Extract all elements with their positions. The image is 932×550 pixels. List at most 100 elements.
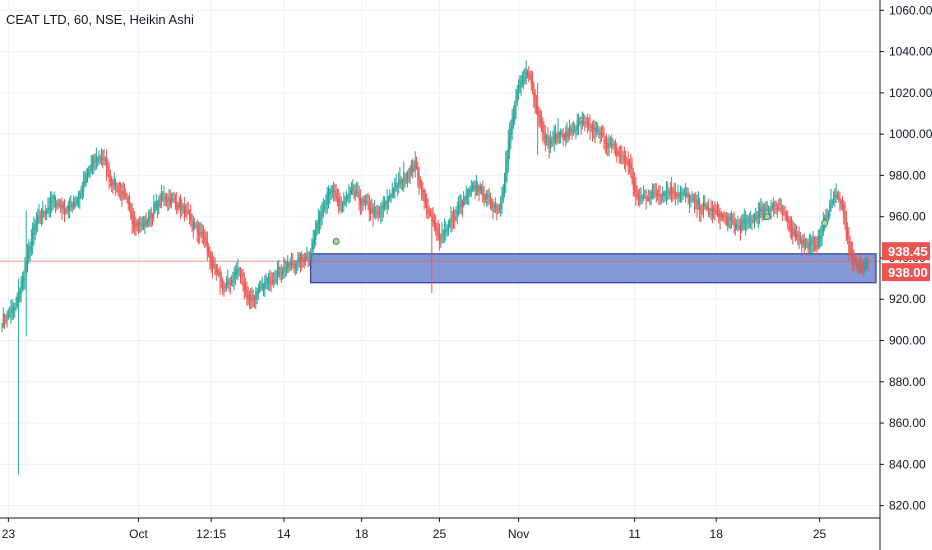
candle-body [206,240,208,253]
candle-body [723,215,725,217]
candle-body [635,186,637,200]
candle-body [109,174,111,181]
candle-body [148,211,150,222]
candle-body [44,212,46,214]
candle-body [690,199,692,201]
candle-body [489,196,491,206]
candles [1,59,869,475]
candle-body [701,210,703,212]
candle-body [820,235,822,240]
candle-body [34,223,36,231]
candle-body [271,281,273,283]
candle-body [449,220,451,227]
candle-body [520,81,522,87]
candle-body [548,138,550,149]
candle-body [85,172,87,183]
candle-body [618,151,620,156]
candle-body [71,204,73,208]
candle-body [676,194,678,197]
candle-body [14,307,16,311]
candle-body [113,178,115,185]
candle-body [645,195,647,201]
x-tick-label: Nov [508,527,529,541]
candle-body [339,202,341,208]
chart-title: CEAT LTD, 60, NSE, Heikin Ashi [6,12,194,27]
candle-body [168,197,170,201]
candle-body [577,119,579,126]
candle-body [788,219,790,223]
candle-body [233,272,235,282]
signal-marker[interactable] [332,238,340,245]
candle-body [308,257,310,259]
candle-body [102,157,104,160]
candle-body [626,160,628,163]
candle-body [196,225,198,233]
candle-body [164,197,166,199]
candle-body [631,166,633,182]
candle-body [720,213,722,218]
candle-body [52,197,54,203]
signal-marker[interactable] [763,213,771,221]
support-zone[interactable] [310,253,877,284]
candle-body [293,264,295,266]
price-label: 938.00 [888,265,928,280]
candle-body [516,89,518,104]
candle-body [174,199,176,203]
candle-body [511,117,513,135]
candle-body [796,233,798,238]
candle-body [393,192,395,194]
candle-body [145,222,147,225]
candle-body [506,153,508,173]
candle-body [326,192,328,205]
candle-body [839,198,841,209]
candle-body [607,143,609,150]
candle-body [529,74,531,76]
candle-body [139,222,141,226]
candle-body [88,169,90,176]
candle-body [774,204,776,206]
price-label-box [882,242,930,261]
candle-body [396,184,398,187]
candle-body [784,212,786,214]
candle-body [595,128,597,133]
candle-body [151,215,154,217]
candle-body [465,193,467,200]
candle-body [9,315,11,317]
candle-body [845,217,847,239]
candle-body [473,184,475,188]
candle-body [464,198,466,201]
price-label: 938.45 [888,244,928,259]
candle-body [843,204,845,219]
candle-body [313,234,315,245]
candle-body [126,195,128,201]
candle-body [141,224,143,226]
candle-body [376,210,378,214]
candle-body [639,195,641,201]
candle-body [813,240,815,250]
candle-body [525,70,527,79]
candle-body [225,283,227,287]
candle-body [368,203,370,214]
candle-body [237,268,239,273]
candle-body [509,131,511,152]
candle-body [99,157,101,159]
candle-body [157,204,159,211]
candle-body [74,203,76,205]
candle-body [299,258,301,265]
candle-body [755,216,757,220]
candle-body [743,218,745,224]
signal-marker[interactable] [821,219,829,227]
candle-body [637,193,639,199]
candle-body [492,204,494,211]
candle-body [24,264,26,281]
candle-body [32,227,34,245]
candle-body [398,180,400,186]
candle-body [18,297,20,301]
candle-body [356,190,358,194]
candle-body [382,206,384,209]
candle-body [359,196,361,206]
candle-body [495,205,497,207]
candle-body [21,276,23,288]
